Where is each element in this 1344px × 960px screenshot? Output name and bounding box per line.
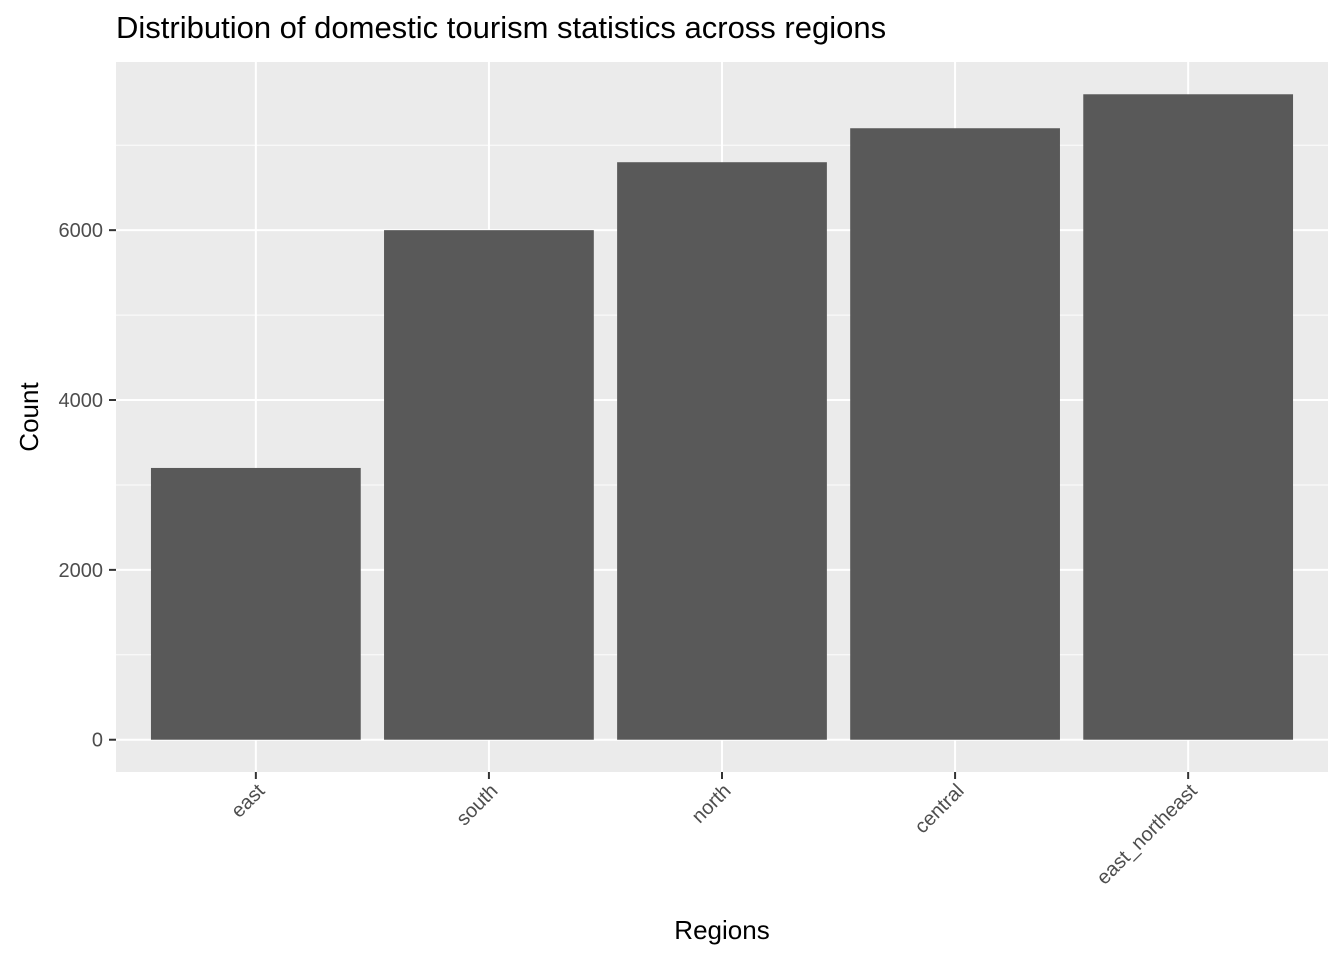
x-tick-label: south bbox=[452, 780, 502, 830]
bar-central bbox=[850, 128, 1060, 740]
x-axis-title: Regions bbox=[674, 915, 769, 945]
x-tick-label: east bbox=[227, 780, 270, 823]
y-axis-title: Count bbox=[14, 382, 44, 452]
bars bbox=[150, 94, 1294, 740]
y-tick-label: 6000 bbox=[59, 220, 104, 242]
y-tick-label: 4000 bbox=[59, 390, 104, 412]
y-axis: 0 2000 4000 6000 bbox=[59, 220, 116, 752]
bar-east_northeast bbox=[1083, 94, 1294, 740]
x-tick-label: north bbox=[688, 780, 736, 828]
x-tick-label: east_northeast bbox=[1093, 780, 1202, 889]
y-tick-label: 2000 bbox=[59, 560, 104, 582]
bar-north bbox=[617, 162, 827, 740]
x-axis: east south north central east_northeast bbox=[227, 772, 1202, 889]
x-tick-label: central bbox=[911, 780, 969, 838]
bar-south bbox=[384, 230, 594, 740]
y-tick-label: 0 bbox=[92, 730, 103, 752]
bar-east bbox=[150, 467, 361, 740]
chart-title: Distribution of domestic tourism statist… bbox=[116, 10, 887, 45]
